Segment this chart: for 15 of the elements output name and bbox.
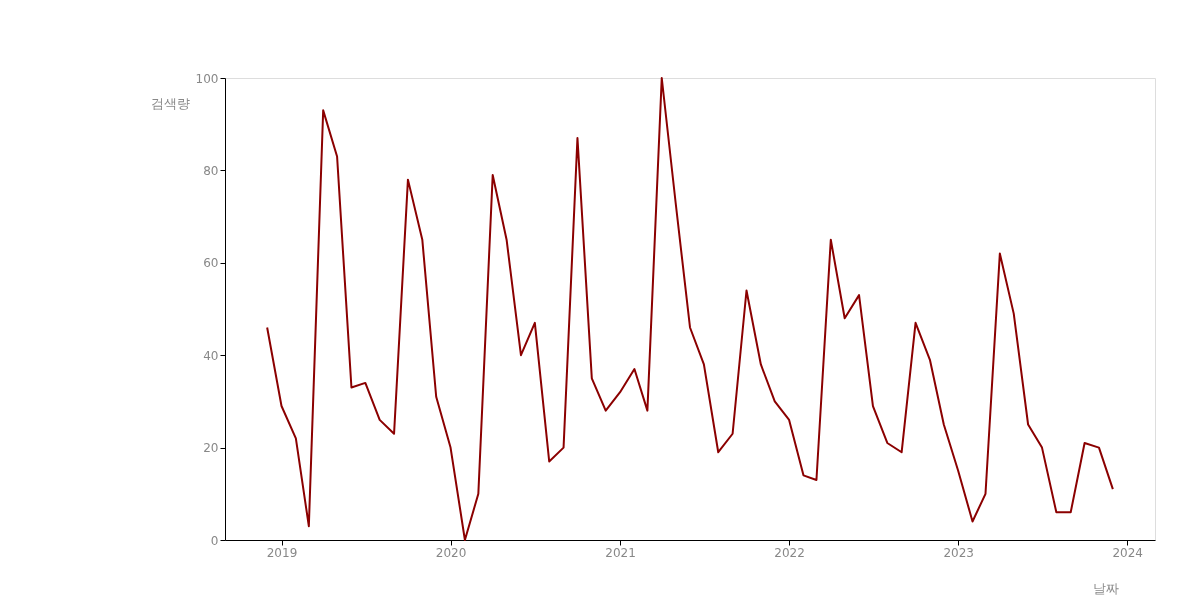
x-tick-label: 2024	[1112, 545, 1143, 560]
x-tick-label: 2021	[605, 545, 636, 560]
x-tick-label: 2019	[266, 545, 298, 560]
x-tick-label: 2023	[943, 545, 974, 560]
line-series	[266, 77, 1114, 541]
y-tick-label: 80	[203, 163, 219, 178]
y-tick-label: 60	[203, 256, 219, 271]
y-axis-title: 검색량	[151, 95, 190, 111]
x-axis-title: 날짜	[1092, 580, 1119, 596]
y-tick-label: 0	[210, 533, 219, 548]
x-tick-label: 2020	[435, 545, 467, 560]
y-tick-label: 20	[203, 441, 219, 456]
y-tick-label: 40	[203, 348, 219, 363]
y-tick-label: 100	[195, 71, 219, 86]
x-tick-label: 2022	[774, 545, 805, 560]
